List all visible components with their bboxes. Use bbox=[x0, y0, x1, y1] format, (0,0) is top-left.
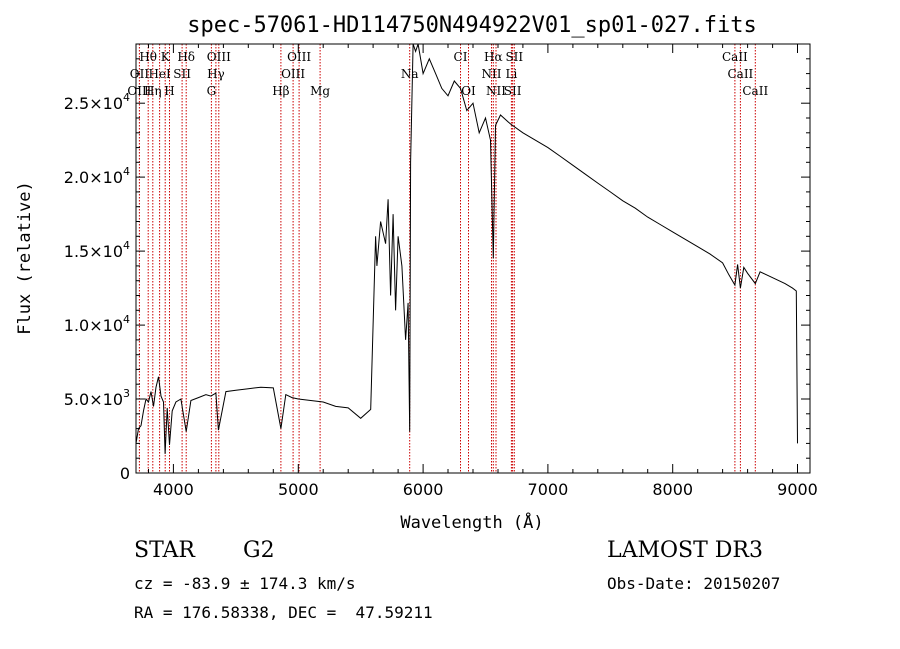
line-label: Na bbox=[401, 67, 419, 81]
line-label: Hθ bbox=[139, 50, 157, 64]
y-tick-label: 2.5×104 bbox=[64, 91, 130, 113]
line-markers bbox=[138, 44, 756, 473]
y-tick-exponent: 4 bbox=[123, 239, 130, 252]
y-tick-label: 5.0×103 bbox=[64, 387, 130, 409]
line-label: Mg bbox=[310, 84, 330, 98]
plot-frame bbox=[135, 43, 811, 474]
line-label: NII bbox=[486, 84, 506, 98]
line-label: SII bbox=[504, 84, 522, 98]
x-tick-label: 7000 bbox=[528, 480, 569, 499]
x-tick-label: 6000 bbox=[403, 480, 444, 499]
x-tick-label: 9000 bbox=[777, 480, 818, 499]
survey-name: LAMOST DR3 bbox=[607, 538, 763, 563]
line-label: NII bbox=[482, 67, 502, 81]
y-tick-mantissa: 5.0×10 bbox=[64, 390, 123, 409]
line-label: CI bbox=[454, 50, 468, 64]
y-axis-label: Flux (relative) bbox=[15, 181, 35, 335]
line-label: OI bbox=[461, 84, 476, 98]
line-label: OIII bbox=[207, 50, 231, 64]
line-label: K bbox=[161, 50, 171, 64]
x-tick-label: 8000 bbox=[652, 480, 693, 499]
y-tick-exponent: 4 bbox=[123, 165, 130, 178]
line-label: CaII bbox=[727, 67, 753, 81]
line-label: Hβ bbox=[272, 84, 289, 98]
line-label: OIII bbox=[127, 84, 151, 98]
x-axis-ticks: 4000 5000 6000 7000 8000 9000 bbox=[148, 44, 818, 499]
y-tick-mantissa: 1.5×10 bbox=[64, 242, 123, 261]
line-label: CaII bbox=[742, 84, 768, 98]
y-tick-label: 2.0×104 bbox=[64, 165, 130, 187]
y-tick-label: 0 bbox=[120, 464, 130, 483]
y-tick-mantissa: 1.0×10 bbox=[64, 316, 123, 335]
y-tick-mantissa: 2.5×10 bbox=[64, 94, 123, 113]
y-tick-label: 1.5×104 bbox=[64, 239, 130, 261]
x-axis-label: Wavelength (Å) bbox=[400, 511, 543, 533]
y-tick-label: 1.0×104 bbox=[64, 313, 130, 335]
x-tick-label: 5000 bbox=[278, 480, 319, 499]
line-label: CaII bbox=[722, 50, 748, 64]
line-label: Hα bbox=[484, 50, 503, 64]
obs-date: Obs-Date: 20150207 bbox=[607, 574, 781, 593]
line-label: Hη bbox=[144, 84, 162, 98]
line-label: Hδ bbox=[177, 50, 195, 64]
spectrum-line bbox=[135, 43, 798, 454]
y-tick-exponent: 4 bbox=[123, 91, 130, 104]
y-tick-mantissa: 2.0×10 bbox=[64, 168, 123, 187]
line-label: SII bbox=[505, 50, 523, 64]
line-label: Hγ bbox=[207, 67, 225, 81]
cz-value: cz = -83.9 ± 174.3 km/s bbox=[134, 574, 356, 593]
line-label: HeI bbox=[148, 67, 171, 81]
line-label: G bbox=[207, 84, 217, 98]
line-label: OIII bbox=[287, 50, 311, 64]
x-tick-label: 4000 bbox=[153, 480, 194, 499]
line-label: OIII bbox=[281, 67, 305, 81]
line-label: H bbox=[164, 84, 174, 98]
y-tick-exponent: 4 bbox=[123, 313, 130, 326]
line-label: SII bbox=[173, 67, 191, 81]
line-label: Li bbox=[505, 67, 517, 81]
chart-title: spec-57061-HD114750N494922V01_sp01-027.f… bbox=[187, 13, 757, 38]
coordinates: RA = 176.58338, DEC = 47.59211 bbox=[134, 603, 433, 622]
subclass: G2 bbox=[243, 538, 275, 563]
object-class: STAR bbox=[134, 538, 195, 563]
y-tick-exponent: 3 bbox=[123, 387, 130, 400]
y-tick-mantissa: 0 bbox=[120, 464, 130, 483]
